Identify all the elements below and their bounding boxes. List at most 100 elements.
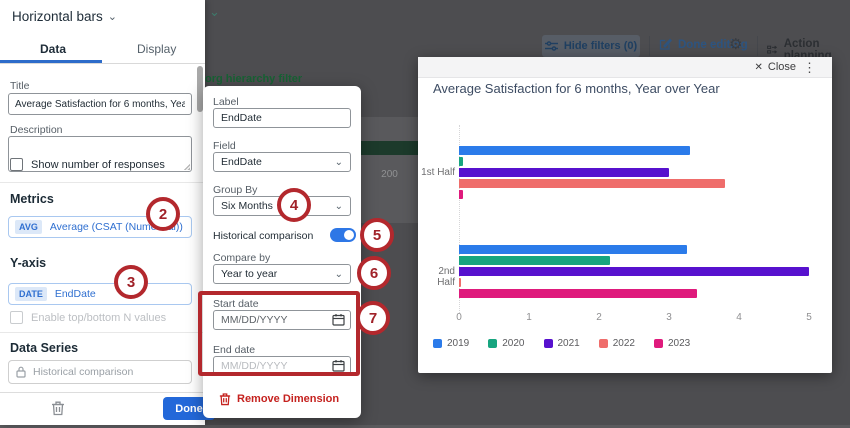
legend-swatch (598, 339, 608, 348)
close-icon: ✕ (754, 61, 763, 73)
end-date-input[interactable] (213, 356, 351, 376)
scrollbar-thumb[interactable] (197, 66, 203, 112)
x-tick-label: 3 (666, 312, 672, 323)
resize-handle[interactable] (183, 163, 190, 170)
x-tick-label: 2 (596, 312, 602, 323)
start-date-label: Start date (213, 298, 259, 310)
delete-widget-trash-icon[interactable] (51, 400, 65, 421)
section-divider (0, 182, 205, 183)
dimension-popup: Label Field EndDate ⌄ Group By Six Month… (203, 86, 361, 418)
data-series-item: Historical comparison (8, 360, 192, 384)
tab-display[interactable]: Display (137, 42, 177, 56)
bar-2020-1st-half (459, 157, 463, 166)
chart-title: Average Satisfaction for 6 months, Year … (433, 81, 720, 96)
widget-type-label: Horizontal bars (12, 9, 103, 24)
legend-item-2020[interactable]: 2020 (488, 338, 525, 349)
hide-filters-label: Hide filters (0) (563, 40, 638, 52)
title-field-label: Title (10, 80, 30, 92)
bar-2021-1st-half (459, 168, 669, 177)
tab-data[interactable]: Data (40, 42, 67, 56)
field-select[interactable]: EndDate ⌄ (213, 152, 351, 172)
done-editing-label: Done editing (678, 38, 748, 51)
chart-legend: 2019 2020 2021 2022 2023 (433, 338, 690, 349)
org-hierarchy-filter-link: org hierarchy filter (205, 73, 303, 85)
metric-chip[interactable]: AVG Average (CSAT (Numerical)) (8, 216, 192, 238)
bar-2020-2nd-half (459, 256, 610, 265)
remove-dimension-label: Remove Dimension (237, 393, 340, 405)
background-widget-bar (361, 141, 418, 155)
historical-comparison-toggle[interactable] (330, 228, 356, 242)
widget-type-selector[interactable]: Horizontal bars ⌄ (12, 9, 117, 24)
show-responses-checkbox[interactable] (10, 158, 23, 171)
hide-filters-button: Hide filters (0) (542, 35, 640, 57)
bar-2023-1st-half (459, 190, 463, 199)
x-axis-ticks: 0 1 2 3 4 5 (418, 312, 832, 325)
description-field-label: Description (10, 124, 63, 136)
bar-2022-1st-half (459, 179, 725, 188)
close-button[interactable]: ✕ Close (754, 61, 796, 73)
metrics-heading: Metrics (10, 192, 54, 206)
legend-item-2019[interactable]: 2019 (433, 338, 469, 349)
metric-type-badge: AVG (15, 220, 42, 234)
action-planning-icon (767, 45, 778, 54)
data-series-item-label: Historical comparison (33, 366, 134, 378)
annotation-circle-5: 5 (360, 218, 394, 252)
description-textarea[interactable] (8, 136, 192, 172)
yaxis-value: EndDate (54, 288, 96, 300)
lock-icon (16, 366, 26, 378)
category-label: 1st Half (421, 167, 455, 178)
annotation-circle-2: 2 (146, 197, 180, 231)
field-select-value: EndDate (221, 156, 262, 168)
chevron-down-icon: ⌄ (334, 156, 343, 168)
calendar-icon[interactable] (332, 359, 345, 372)
legend-label: 2019 (447, 338, 470, 349)
group-by-select-label: Group By (213, 184, 258, 196)
remove-dimension-button[interactable]: Remove Dimension (219, 392, 339, 406)
x-tick-label: 5 (806, 312, 812, 323)
tabs-divider (0, 63, 205, 64)
compare-by-select-value: Year to year (221, 268, 278, 280)
x-tick-label: 0 (456, 312, 462, 323)
end-date-label: End date (213, 344, 256, 356)
legend-item-2023[interactable]: 2023 (654, 338, 690, 349)
footer-divider (0, 392, 205, 393)
legend-label: 2020 (502, 338, 525, 349)
bar-plot: 1st Half 2nd Half (418, 125, 832, 315)
annotation-circle-3: 3 (114, 265, 148, 299)
calendar-icon[interactable] (332, 313, 345, 326)
active-tab-underline (0, 60, 102, 63)
background-bottom-strip (0, 425, 850, 428)
bar-2021-2nd-half (459, 267, 809, 276)
legend-swatch (433, 339, 442, 348)
topbottom-label: Enable top/bottom N values (31, 312, 167, 324)
toggle-knob (344, 230, 354, 240)
topbottom-checkbox (10, 311, 23, 324)
bar-2023-2nd-half (459, 289, 697, 298)
annotation-circle-6: 6 (357, 256, 391, 290)
yaxis-chip[interactable]: DATE EndDate (8, 283, 192, 305)
close-label: Close (767, 61, 796, 73)
x-tick-label: 4 (736, 312, 742, 323)
legend-item-2022[interactable]: 2022 (598, 338, 635, 349)
kebab-menu-icon[interactable]: ⋮ (803, 60, 816, 75)
chevron-down-icon: ⌄ (107, 11, 118, 23)
field-select-label: Field (213, 140, 236, 152)
legend-item-2021[interactable]: 2021 (543, 338, 580, 349)
bar-2019-2nd-half (459, 245, 687, 254)
start-date-input[interactable] (213, 310, 351, 330)
end-date-field (213, 356, 351, 376)
compare-by-select[interactable]: Year to year ⌄ (213, 264, 351, 284)
background-widget: 200 (361, 117, 418, 223)
label-input[interactable] (213, 108, 351, 128)
chevron-down-icon: ⌄ (334, 200, 343, 212)
edit-pencil-icon (659, 38, 672, 50)
toolbar: Hide filters (0) Done editing ⚙ Action p… (0, 28, 850, 62)
category-label: 2nd Half (437, 266, 455, 288)
x-tick-label: 1 (526, 312, 532, 323)
chart-popup-header: ✕ Close ⋮ (418, 57, 832, 78)
trash-icon (219, 393, 231, 406)
title-input[interactable] (8, 93, 192, 115)
done-button[interactable]: Done (163, 397, 215, 420)
toolbar-divider (649, 36, 650, 56)
legend-label: 2021 (557, 338, 580, 349)
